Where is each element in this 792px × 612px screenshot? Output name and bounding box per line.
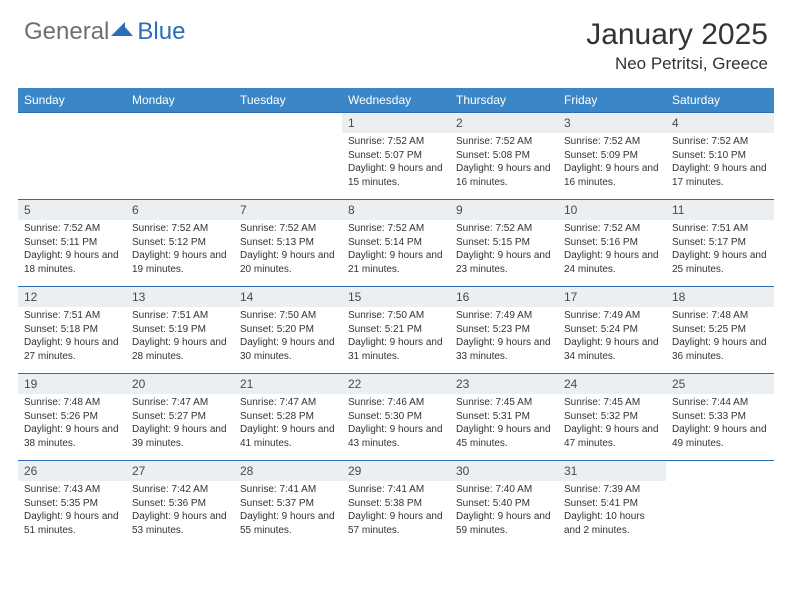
day-number-cell: 29 [342,461,450,482]
day-content-cell: Sunrise: 7:49 AMSunset: 5:23 PMDaylight:… [450,307,558,374]
day-number-cell: 7 [234,200,342,221]
day-of-week-row: SundayMondayTuesdayWednesdayThursdayFrid… [18,88,774,113]
day-content-cell: Sunrise: 7:47 AMSunset: 5:27 PMDaylight:… [126,394,234,461]
day-content-cell: Sunrise: 7:49 AMSunset: 5:24 PMDaylight:… [558,307,666,374]
logo-text-general: General [24,18,109,46]
day-number-cell: 10 [558,200,666,221]
day-number-cell: 6 [126,200,234,221]
day-content-cell: Sunrise: 7:52 AMSunset: 5:12 PMDaylight:… [126,220,234,287]
day-content-cell: Sunrise: 7:52 AMSunset: 5:10 PMDaylight:… [666,133,774,200]
day-number-row: 1234 [18,113,774,134]
day-number-cell [234,113,342,134]
day-content-cell: Sunrise: 7:51 AMSunset: 5:18 PMDaylight:… [18,307,126,374]
day-content-cell: Sunrise: 7:45 AMSunset: 5:32 PMDaylight:… [558,394,666,461]
day-number-cell: 15 [342,287,450,308]
location: Neo Petritsi, Greece [586,54,768,74]
day-number-row: 12131415161718 [18,287,774,308]
day-content-cell: Sunrise: 7:50 AMSunset: 5:20 PMDaylight:… [234,307,342,374]
day-number-cell [666,461,774,482]
day-number-cell: 11 [666,200,774,221]
day-content-row: Sunrise: 7:52 AMSunset: 5:07 PMDaylight:… [18,133,774,200]
day-number-cell: 27 [126,461,234,482]
day-content-cell: Sunrise: 7:52 AMSunset: 5:13 PMDaylight:… [234,220,342,287]
day-content-cell: Sunrise: 7:52 AMSunset: 5:09 PMDaylight:… [558,133,666,200]
day-content-cell [126,133,234,200]
header: General Blue January 2025 Neo Petritsi, … [0,0,792,82]
day-content-cell: Sunrise: 7:41 AMSunset: 5:38 PMDaylight:… [342,481,450,543]
day-content-cell: Sunrise: 7:51 AMSunset: 5:17 PMDaylight:… [666,220,774,287]
day-content-cell: Sunrise: 7:52 AMSunset: 5:08 PMDaylight:… [450,133,558,200]
day-number-cell: 31 [558,461,666,482]
day-content-row: Sunrise: 7:52 AMSunset: 5:11 PMDaylight:… [18,220,774,287]
day-number-cell [18,113,126,134]
day-number-cell: 18 [666,287,774,308]
day-number-cell: 30 [450,461,558,482]
day-content-cell: Sunrise: 7:43 AMSunset: 5:35 PMDaylight:… [18,481,126,543]
day-number-cell: 5 [18,200,126,221]
day-of-week-header: Thursday [450,88,558,113]
day-number-cell: 19 [18,374,126,395]
day-number-cell: 20 [126,374,234,395]
day-of-week-header: Saturday [666,88,774,113]
day-content-cell: Sunrise: 7:41 AMSunset: 5:37 PMDaylight:… [234,481,342,543]
day-number-cell: 16 [450,287,558,308]
day-content-row: Sunrise: 7:43 AMSunset: 5:35 PMDaylight:… [18,481,774,543]
day-content-cell: Sunrise: 7:52 AMSunset: 5:16 PMDaylight:… [558,220,666,287]
day-content-cell [234,133,342,200]
day-number-cell: 21 [234,374,342,395]
day-of-week-header: Wednesday [342,88,450,113]
day-number-cell: 1 [342,113,450,134]
day-content-cell: Sunrise: 7:50 AMSunset: 5:21 PMDaylight:… [342,307,450,374]
day-content-cell: Sunrise: 7:42 AMSunset: 5:36 PMDaylight:… [126,481,234,543]
day-content-cell: Sunrise: 7:52 AMSunset: 5:11 PMDaylight:… [18,220,126,287]
day-number-cell: 22 [342,374,450,395]
logo: General Blue [24,18,185,46]
day-number-cell: 25 [666,374,774,395]
day-number-cell: 23 [450,374,558,395]
calendar-body: SundayMondayTuesdayWednesdayThursdayFrid… [18,88,774,543]
day-number-cell: 14 [234,287,342,308]
day-content-cell: Sunrise: 7:46 AMSunset: 5:30 PMDaylight:… [342,394,450,461]
day-number-cell: 2 [450,113,558,134]
day-content-row: Sunrise: 7:48 AMSunset: 5:26 PMDaylight:… [18,394,774,461]
day-content-cell: Sunrise: 7:52 AMSunset: 5:14 PMDaylight:… [342,220,450,287]
day-of-week-header: Monday [126,88,234,113]
day-number-cell: 26 [18,461,126,482]
day-number-row: 262728293031 [18,461,774,482]
day-of-week-header: Sunday [18,88,126,113]
day-content-cell: Sunrise: 7:40 AMSunset: 5:40 PMDaylight:… [450,481,558,543]
day-content-cell: Sunrise: 7:48 AMSunset: 5:26 PMDaylight:… [18,394,126,461]
day-content-cell: Sunrise: 7:52 AMSunset: 5:15 PMDaylight:… [450,220,558,287]
day-number-cell: 8 [342,200,450,221]
day-content-row: Sunrise: 7:51 AMSunset: 5:18 PMDaylight:… [18,307,774,374]
day-of-week-header: Tuesday [234,88,342,113]
day-content-cell: Sunrise: 7:39 AMSunset: 5:41 PMDaylight:… [558,481,666,543]
day-number-cell: 17 [558,287,666,308]
day-content-cell [666,481,774,543]
day-number-row: 19202122232425 [18,374,774,395]
day-content-cell: Sunrise: 7:45 AMSunset: 5:31 PMDaylight:… [450,394,558,461]
logo-text-blue: Blue [137,18,185,46]
day-number-cell: 28 [234,461,342,482]
day-number-cell: 24 [558,374,666,395]
day-content-cell [18,133,126,200]
day-content-cell: Sunrise: 7:51 AMSunset: 5:19 PMDaylight:… [126,307,234,374]
day-content-cell: Sunrise: 7:44 AMSunset: 5:33 PMDaylight:… [666,394,774,461]
day-number-cell [126,113,234,134]
logo-triangle-icon [111,20,133,36]
day-of-week-header: Friday [558,88,666,113]
calendar-table: SundayMondayTuesdayWednesdayThursdayFrid… [18,88,774,543]
day-content-cell: Sunrise: 7:47 AMSunset: 5:28 PMDaylight:… [234,394,342,461]
month-title: January 2025 [586,18,768,52]
day-number-cell: 13 [126,287,234,308]
day-number-row: 567891011 [18,200,774,221]
day-number-cell: 12 [18,287,126,308]
title-block: January 2025 Neo Petritsi, Greece [586,18,768,74]
day-number-cell: 3 [558,113,666,134]
day-number-cell: 4 [666,113,774,134]
day-content-cell: Sunrise: 7:48 AMSunset: 5:25 PMDaylight:… [666,307,774,374]
day-content-cell: Sunrise: 7:52 AMSunset: 5:07 PMDaylight:… [342,133,450,200]
day-number-cell: 9 [450,200,558,221]
